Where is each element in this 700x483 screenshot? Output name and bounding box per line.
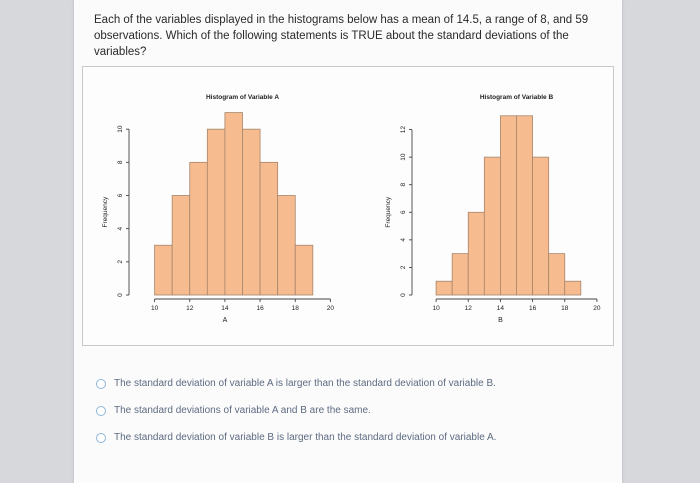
- y-tick-label: 4: [400, 238, 407, 242]
- x-tick-label: 16: [256, 305, 264, 312]
- y-axis-label: Frequency: [102, 196, 109, 227]
- histogram-bar: [206, 128, 226, 296]
- option-label: The standard deviation of variable A is …: [114, 378, 496, 389]
- chart-title: Histogram of Variable B: [480, 94, 554, 101]
- option-a-larger[interactable]: The standard deviation of variable A is …: [96, 370, 616, 397]
- histogram-bar: [548, 253, 566, 296]
- histogram-bar: [294, 244, 314, 296]
- histogram-panel: Histogram of Variable A 10 12 14 16 18 20 A 0 2 4 6…: [82, 66, 614, 346]
- option-b-larger[interactable]: The standard deviation of variable B is …: [96, 424, 616, 451]
- x-tick-label: 14: [497, 305, 505, 312]
- y-tick-label: 0: [400, 293, 407, 297]
- x-axis-label: B: [498, 317, 503, 324]
- x-axis-label: A: [223, 317, 228, 324]
- answer-options: The standard deviation of variable A is …: [96, 370, 616, 451]
- histogram-bar: [224, 112, 243, 296]
- question-text: Each of the variables displayed in the h…: [94, 14, 589, 58]
- x-tick-label: 12: [186, 305, 194, 312]
- histogram-bar: [242, 128, 261, 296]
- y-tick-label: 8: [400, 183, 407, 187]
- y-tick-label: 6: [117, 193, 124, 197]
- histogram-bar: [154, 244, 173, 296]
- radio-button[interactable]: [96, 432, 106, 443]
- option-label: The standard deviation of variable B is …: [114, 432, 497, 443]
- chart-title: Histogram of Variable A: [206, 94, 279, 101]
- radio-button[interactable]: [96, 378, 106, 389]
- histogram-bar: [516, 115, 533, 296]
- radio-button[interactable]: [96, 405, 106, 416]
- histogram-a: Histogram of Variable A 10 12 14 16 18 20 A 0 2 4 6…: [83, 67, 348, 345]
- histogram-bar: [500, 115, 517, 296]
- histogram-bar: [451, 253, 469, 296]
- y-tick-label: 12: [400, 126, 407, 134]
- question-card: Each of the variables displayed in the h…: [74, 0, 622, 483]
- histogram-bar: [435, 280, 453, 296]
- x-tick-label: 20: [593, 305, 601, 312]
- histogram-bar: [532, 156, 550, 296]
- y-tick-label: 10: [400, 153, 407, 161]
- y-tick-label: 6: [400, 210, 407, 214]
- x-tick-label: 20: [327, 305, 335, 312]
- histogram-bar: [189, 161, 208, 296]
- option-same[interactable]: The standard deviations of variable A an…: [96, 397, 616, 424]
- histogram-bar: [483, 156, 501, 296]
- x-tick-label: 14: [221, 305, 229, 312]
- histogram-b-svg: Histogram of Variable B 10 12 14 16 18 20 B 0 2 4 6…: [385, 94, 601, 324]
- x-tick-label: 10: [151, 305, 159, 312]
- x-tick-label: 10: [432, 305, 440, 312]
- y-tick-label: 10: [117, 125, 124, 133]
- histogram-bar: [171, 195, 191, 296]
- option-label: The standard deviations of variable A an…: [114, 405, 371, 416]
- y-tick-label: 0: [117, 293, 124, 297]
- y-tick-label: 8: [117, 160, 124, 164]
- histogram-bar: [467, 211, 485, 296]
- x-tick-label: 18: [561, 305, 569, 312]
- y-axis-label: Frequency: [385, 196, 392, 227]
- x-tick-label: 12: [465, 305, 473, 312]
- y-tick-label: 2: [400, 265, 407, 269]
- y-tick-label: 4: [117, 226, 124, 230]
- histogram-b: Histogram of Variable B 10 12 14 16 18 20 B 0 2 4 6…: [348, 67, 613, 345]
- histogram-bar: [259, 161, 279, 296]
- y-tick-label: 2: [117, 260, 124, 264]
- histogram-a-svg: Histogram of Variable A 10 12 14 16 18 20 A 0 2 4 6…: [102, 94, 335, 324]
- histogram-bar: [277, 195, 296, 296]
- x-tick-label: 18: [292, 305, 300, 312]
- x-tick-label: 16: [529, 305, 537, 312]
- histogram-bar: [564, 280, 582, 296]
